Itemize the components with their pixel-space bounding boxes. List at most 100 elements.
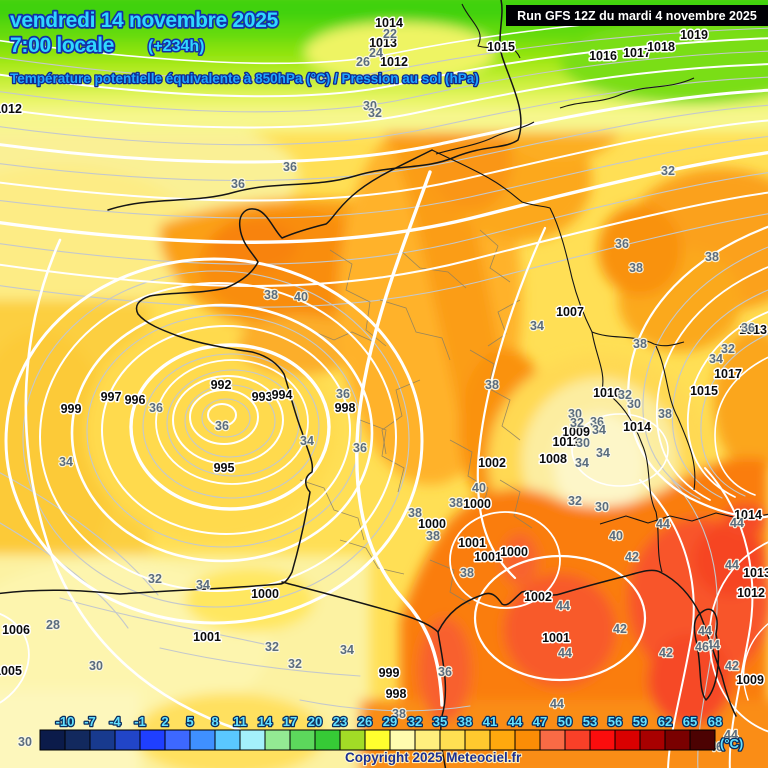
pressure-label: 1006 bbox=[2, 623, 30, 637]
scale-swatch bbox=[539, 729, 566, 751]
map-subtitle-text: Température potentielle équivalente à 85… bbox=[10, 71, 479, 86]
scale-swatch bbox=[289, 729, 316, 751]
temperature-label: 36 bbox=[283, 160, 297, 174]
scale-swatch bbox=[439, 729, 466, 751]
france-coastline bbox=[135, 149, 433, 585]
scale-value: 62 bbox=[658, 714, 672, 729]
temperature-label: 24 bbox=[369, 46, 383, 60]
scale-value: -7 bbox=[84, 714, 96, 729]
pressure-label: 999 bbox=[379, 666, 400, 680]
scale-swatch bbox=[639, 729, 666, 751]
temperature-label: 36 bbox=[590, 415, 604, 429]
scale-swatch bbox=[364, 729, 391, 751]
scale-swatch bbox=[114, 729, 141, 751]
temperature-label: 32 bbox=[265, 640, 279, 654]
temperature-label: 34 bbox=[300, 434, 314, 448]
temperature-label: 38 bbox=[426, 529, 440, 543]
scale-swatch bbox=[689, 729, 716, 751]
pressure-label: 993 bbox=[252, 390, 273, 404]
scale-value: 65 bbox=[683, 714, 697, 729]
scale-value: -10 bbox=[56, 714, 75, 729]
scale-value: 53 bbox=[583, 714, 597, 729]
temperature-label: 44 bbox=[656, 517, 670, 531]
scale-value: 56 bbox=[608, 714, 622, 729]
pressure-labels-group: 1014101310121015101610171018101910121007… bbox=[0, 15, 768, 703]
scale-swatch bbox=[64, 729, 91, 751]
temperature-label: 44 bbox=[558, 646, 572, 660]
scale-value: 17 bbox=[283, 714, 297, 729]
temperature-label: 30 bbox=[595, 500, 609, 514]
scale-value: 47 bbox=[533, 714, 547, 729]
temperature-label: 34 bbox=[59, 455, 73, 469]
pressure-label: 1001 bbox=[542, 631, 570, 645]
mediterranean-coastline bbox=[437, 569, 661, 633]
pressure-label: 1014 bbox=[623, 420, 651, 434]
pressure-label: 1001 bbox=[193, 630, 221, 644]
pressure-label: 998 bbox=[386, 687, 407, 701]
temperature-label: 34 bbox=[596, 446, 610, 460]
scale-value: 5 bbox=[186, 714, 193, 729]
pressure-label: 999 bbox=[61, 402, 82, 416]
scale-value: 68 bbox=[708, 714, 722, 729]
temperature-label: 44 bbox=[550, 697, 564, 711]
pressure-label: 1000 bbox=[251, 587, 279, 601]
temperature-label: 38 bbox=[408, 506, 422, 520]
temperature-label: 42 bbox=[725, 659, 739, 673]
scale-value: 41 bbox=[483, 714, 497, 729]
temperature-label: 32 bbox=[661, 164, 675, 178]
scale-value: 8 bbox=[211, 714, 218, 729]
temperature-label: 38 bbox=[629, 261, 643, 275]
forecast-date-text: vendredi 14 novembre 2025 bbox=[10, 9, 279, 32]
temperature-label: 44 bbox=[725, 558, 739, 572]
temperature-label: 32 bbox=[721, 342, 735, 356]
temperature-label: 42 bbox=[625, 550, 639, 564]
pressure-label: 998 bbox=[335, 401, 356, 415]
temperature-label: 36 bbox=[149, 401, 163, 415]
scale-value: -1 bbox=[134, 714, 146, 729]
temperature-label: 32 bbox=[568, 494, 582, 508]
po-valley-border bbox=[599, 512, 768, 525]
scale-value: 50 bbox=[558, 714, 572, 729]
temperature-label: 42 bbox=[613, 622, 627, 636]
temperature-label: 38 bbox=[658, 407, 672, 421]
temperature-label: 22 bbox=[383, 27, 397, 41]
northeast-borders bbox=[431, 149, 696, 573]
pressure-label: 1017 bbox=[714, 367, 742, 381]
temperature-label: 36 bbox=[336, 387, 350, 401]
temperature-label: 32 bbox=[368, 106, 382, 120]
pressure-label: 1017 bbox=[623, 46, 651, 60]
temperature-label: 40 bbox=[609, 529, 623, 543]
scale-swatch bbox=[39, 729, 66, 751]
italy-coastline bbox=[659, 571, 737, 717]
temperature-label: 30 bbox=[89, 659, 103, 673]
run-banner-text: Run GFS 12Z du mardi 4 novembre 2025 bbox=[517, 9, 757, 23]
pressure-label: 1000 bbox=[463, 497, 491, 511]
pressure-label: 1002 bbox=[478, 456, 506, 470]
temperature-label: 44 bbox=[698, 624, 712, 638]
pressure-label: 994 bbox=[272, 388, 293, 402]
scale-value: -4 bbox=[109, 714, 121, 729]
scale-swatch bbox=[264, 729, 291, 751]
scale-value: 38 bbox=[458, 714, 472, 729]
thames-estuary-coastline bbox=[461, 3, 521, 59]
pressure-label: 1014 bbox=[375, 16, 403, 30]
temperature-label: 40 bbox=[472, 481, 486, 495]
temperature-label: 38 bbox=[460, 566, 474, 580]
pressure-label: 992 bbox=[211, 378, 232, 392]
scale-unit-label: (°C) bbox=[720, 736, 743, 751]
temperature-label: 26 bbox=[356, 55, 370, 69]
scale-swatch bbox=[489, 729, 516, 751]
scale-swatch bbox=[139, 729, 166, 751]
scale-swatch bbox=[614, 729, 641, 751]
temperature-label: 34 bbox=[530, 319, 544, 333]
scale-swatch bbox=[664, 729, 691, 751]
temperature-label: 36 bbox=[741, 321, 755, 335]
temperature-label: 42 bbox=[659, 646, 673, 660]
scale-value: 44 bbox=[508, 714, 523, 729]
scale-swatch bbox=[314, 729, 341, 751]
temperature-label: 44 bbox=[706, 638, 720, 652]
scale-swatch bbox=[514, 729, 541, 751]
temperature-label: 30 bbox=[568, 407, 582, 421]
scale-value: 26 bbox=[358, 714, 372, 729]
